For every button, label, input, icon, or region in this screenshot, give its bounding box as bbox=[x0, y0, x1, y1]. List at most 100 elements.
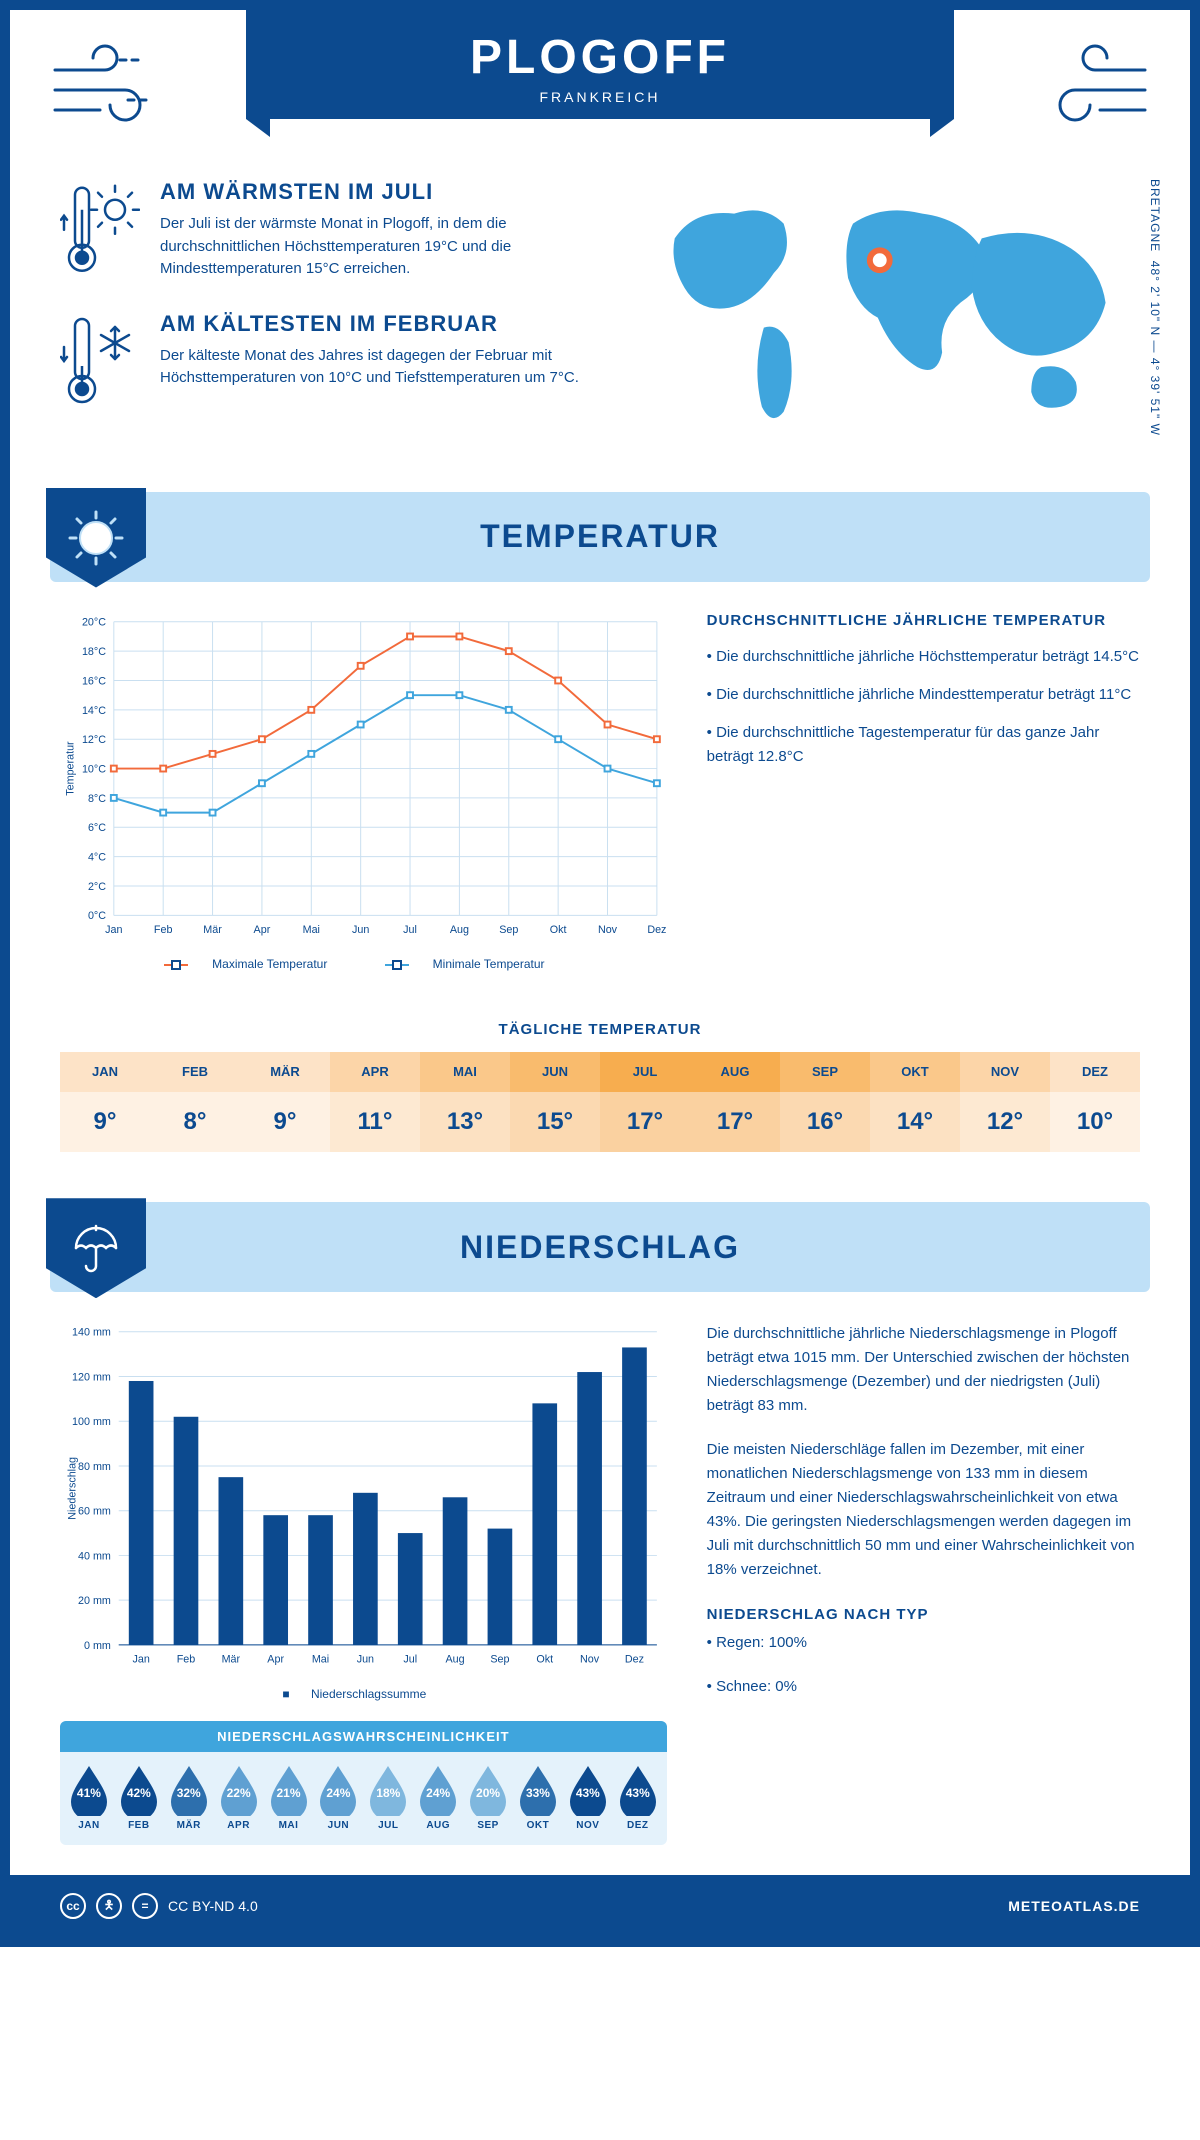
license-text: CC BY-ND 4.0 bbox=[168, 1898, 258, 1914]
by-icon: 🯅 bbox=[96, 1893, 122, 1919]
country-name: FRANKREICH bbox=[246, 89, 954, 105]
prob-cell: 42% FEB bbox=[114, 1764, 164, 1831]
temp-bullet-2: • Die durchschnittliche Tagestemperatur … bbox=[707, 721, 1140, 769]
section-bar-precip: NIEDERSCHLAG bbox=[50, 1202, 1150, 1292]
svg-text:16°C: 16°C bbox=[82, 675, 106, 687]
svg-text:Jan: Jan bbox=[105, 923, 122, 935]
prob-cell: 41% JAN bbox=[64, 1764, 114, 1831]
svg-text:Aug: Aug bbox=[445, 1654, 464, 1666]
svg-text:Mai: Mai bbox=[303, 923, 320, 935]
temperature-line-chart: 0°C2°C4°C6°C8°C10°C12°C14°C16°C18°C20°CJ… bbox=[60, 612, 667, 972]
svg-text:6°C: 6°C bbox=[88, 822, 106, 834]
svg-text:Sep: Sep bbox=[499, 923, 518, 935]
prob-cell: 18% JUL bbox=[363, 1764, 413, 1831]
world-map: BRETAGNE 48° 2' 10" N — 4° 39' 51" W bbox=[645, 179, 1140, 442]
svg-text:Apr: Apr bbox=[254, 923, 271, 935]
temp-bullet-0: • Die durchschnittliche jährliche Höchst… bbox=[707, 645, 1140, 669]
infographic-page: PLOGOFF FRANKREICH AM WÄRMSTEN IM JULI D… bbox=[0, 0, 1200, 1947]
svg-text:Nov: Nov bbox=[580, 1654, 600, 1666]
city-name: PLOGOFF bbox=[246, 30, 954, 85]
wind-icon-right bbox=[1030, 40, 1150, 130]
section-title-temperature: TEMPERATUR bbox=[50, 518, 1150, 555]
svg-text:Feb: Feb bbox=[154, 923, 173, 935]
daily-temp-table: JAN 9° FEB 8° MÄR 9° APR 11° MAI 13° JUN… bbox=[60, 1052, 1140, 1152]
intro-row: AM WÄRMSTEN IM JULI Der Juli ist der wär… bbox=[10, 119, 1190, 482]
precip-text: Die durchschnittliche jährliche Niedersc… bbox=[707, 1322, 1140, 1845]
svg-text:Apr: Apr bbox=[267, 1654, 284, 1666]
raindrop-icon: 32% bbox=[168, 1764, 210, 1816]
fact-coldest: AM KÄLTESTEN IM FEBRUAR Der kälteste Mon… bbox=[60, 311, 605, 411]
svg-text:Mai: Mai bbox=[312, 1654, 329, 1666]
daily-col: JUL 17° bbox=[600, 1052, 690, 1152]
svg-text:10°C: 10°C bbox=[82, 763, 106, 775]
svg-text:Okt: Okt bbox=[550, 923, 567, 935]
raindrop-icon: 43% bbox=[567, 1764, 609, 1816]
svg-text:Dez: Dez bbox=[647, 923, 666, 935]
raindrop-icon: 33% bbox=[517, 1764, 559, 1816]
section-title-precip: NIEDERSCHLAG bbox=[50, 1229, 1150, 1266]
wind-icon-left bbox=[50, 40, 170, 130]
svg-text:60 mm: 60 mm bbox=[78, 1506, 111, 1518]
fact-cold-text: Der kälteste Monat des Jahres ist dagege… bbox=[160, 345, 605, 390]
precip-section: 0 mm20 mm40 mm60 mm80 mm100 mm120 mm140 … bbox=[10, 1322, 1190, 1875]
svg-text:Jan: Jan bbox=[132, 1654, 149, 1666]
daily-col: JUN 15° bbox=[510, 1052, 600, 1152]
precip-prob-title: NIEDERSCHLAGSWAHRSCHEINLICHKEIT bbox=[60, 1721, 667, 1752]
raindrop-icon: 18% bbox=[367, 1764, 409, 1816]
svg-text:Mär: Mär bbox=[203, 923, 222, 935]
raindrop-icon: 42% bbox=[118, 1764, 160, 1816]
temp-bullet-1: • Die durchschnittliche jährliche Mindes… bbox=[707, 683, 1140, 707]
svg-text:8°C: 8°C bbox=[88, 792, 106, 804]
precip-type-b1: • Schnee: 0% bbox=[707, 1675, 1140, 1699]
prob-cell: 24% JUN bbox=[313, 1764, 363, 1831]
raindrop-icon: 22% bbox=[218, 1764, 260, 1816]
raindrop-icon: 21% bbox=[268, 1764, 310, 1816]
footer: cc 🯅 = CC BY-ND 4.0 METEOATLAS.DE bbox=[10, 1875, 1190, 1937]
prob-cell: 21% MAI bbox=[264, 1764, 314, 1831]
svg-text:80 mm: 80 mm bbox=[78, 1461, 111, 1473]
svg-text:100 mm: 100 mm bbox=[72, 1416, 111, 1428]
fact-cold-title: AM KÄLTESTEN IM FEBRUAR bbox=[160, 311, 605, 337]
section-bar-temperature: TEMPERATUR bbox=[50, 492, 1150, 582]
svg-text:0 mm: 0 mm bbox=[84, 1640, 111, 1652]
title-banner: PLOGOFF FRANKREICH bbox=[246, 10, 954, 119]
daily-col: MAI 13° bbox=[420, 1052, 510, 1152]
nd-icon: = bbox=[132, 1893, 158, 1919]
svg-text:140 mm: 140 mm bbox=[72, 1327, 111, 1339]
daily-col: OKT 14° bbox=[870, 1052, 960, 1152]
daily-col: MÄR 9° bbox=[240, 1052, 330, 1152]
svg-text:2°C: 2°C bbox=[88, 880, 106, 892]
svg-text:Temperatur: Temperatur bbox=[65, 740, 77, 795]
svg-text:Dez: Dez bbox=[625, 1654, 644, 1666]
svg-text:20 mm: 20 mm bbox=[78, 1595, 111, 1607]
svg-text:4°C: 4°C bbox=[88, 851, 106, 863]
daily-col: AUG 17° bbox=[690, 1052, 780, 1152]
prob-cell: 22% APR bbox=[214, 1764, 264, 1831]
site-name: METEOATLAS.DE bbox=[1008, 1898, 1140, 1914]
daily-col: APR 11° bbox=[330, 1052, 420, 1152]
svg-text:Sep: Sep bbox=[490, 1654, 509, 1666]
svg-text:Mär: Mär bbox=[222, 1654, 241, 1666]
raindrop-icon: 24% bbox=[417, 1764, 459, 1816]
temperature-info: DURCHSCHNITTLICHE JÄHRLICHE TEMPERATUR •… bbox=[707, 612, 1140, 972]
umbrella-badge-icon bbox=[46, 1198, 146, 1298]
precip-para-2: Die meisten Niederschläge fallen im Deze… bbox=[707, 1438, 1140, 1582]
svg-text:14°C: 14°C bbox=[82, 704, 106, 716]
svg-text:18°C: 18°C bbox=[82, 646, 106, 658]
daily-col: DEZ 10° bbox=[1050, 1052, 1140, 1152]
svg-text:20°C: 20°C bbox=[82, 616, 106, 628]
cc-icon: cc bbox=[60, 1893, 86, 1919]
prob-cell: 33% OKT bbox=[513, 1764, 563, 1831]
svg-text:Jun: Jun bbox=[352, 923, 369, 935]
precip-probability-box: NIEDERSCHLAGSWAHRSCHEINLICHKEIT 41% JAN … bbox=[60, 1721, 667, 1845]
prob-cell: 43% NOV bbox=[563, 1764, 613, 1831]
svg-text:Feb: Feb bbox=[177, 1654, 196, 1666]
svg-text:Jul: Jul bbox=[403, 923, 417, 935]
svg-text:Jul: Jul bbox=[403, 1654, 417, 1666]
raindrop-icon: 41% bbox=[68, 1764, 110, 1816]
raindrop-icon: 20% bbox=[467, 1764, 509, 1816]
daily-col: JAN 9° bbox=[60, 1052, 150, 1152]
svg-text:Niederschlag: Niederschlag bbox=[67, 1457, 79, 1520]
precip-para-1: Die durchschnittliche jährliche Niedersc… bbox=[707, 1322, 1140, 1418]
raindrop-icon: 43% bbox=[617, 1764, 659, 1816]
